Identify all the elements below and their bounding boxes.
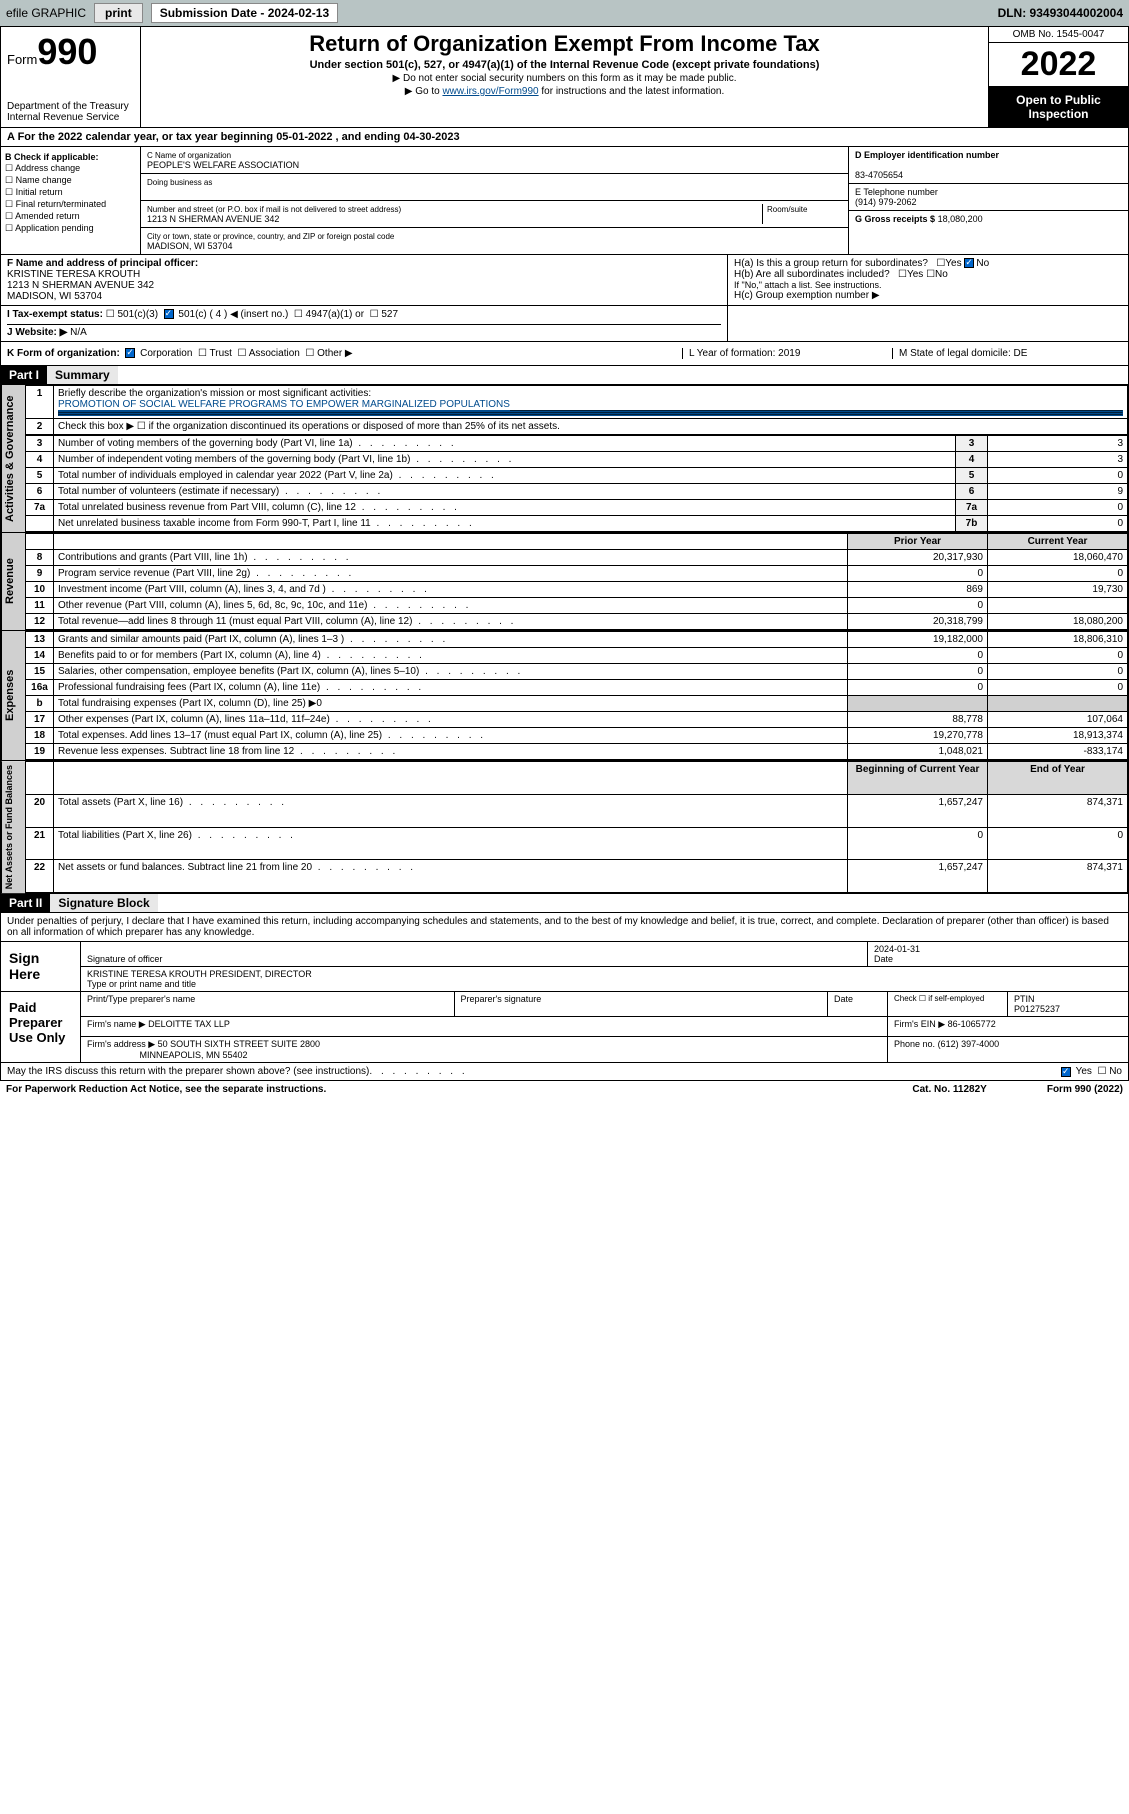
declaration: Under penalties of perjury, I declare th… xyxy=(1,913,1128,941)
501c4-checkbox[interactable] xyxy=(164,309,174,319)
gross-receipts: 18,080,200 xyxy=(938,214,983,224)
h-a: H(a) Is this a group return for subordin… xyxy=(734,258,1122,269)
chk-amended[interactable]: ☐ Amended return xyxy=(5,211,136,222)
section-bcd: B Check if applicable: ☐ Address change … xyxy=(0,147,1129,255)
discuss-yes-checkbox[interactable] xyxy=(1061,1067,1071,1077)
side-governance: Activities & Governance xyxy=(1,385,25,532)
chk-final[interactable]: ☐ Final return/terminated xyxy=(5,199,136,210)
irs-link[interactable]: www.irs.gov/Form990 xyxy=(442,86,538,97)
officer-sig: KRISTINE TERESA KROUTH PRESIDENT, DIRECT… xyxy=(87,969,312,979)
ein: 83-4705654 xyxy=(855,170,903,180)
form-header: Form990 Department of the Treasury Inter… xyxy=(0,26,1129,128)
open-inspection: Open to Public Inspection xyxy=(989,87,1128,127)
row-fh: F Name and address of principal officer:… xyxy=(0,255,1129,306)
paid-preparer-label: Paid Preparer Use Only xyxy=(1,992,81,1062)
row-ij: I Tax-exempt status: ☐ 501(c)(3) 501(c) … xyxy=(0,306,1129,342)
side-expenses: Expenses xyxy=(1,631,25,760)
chk-address[interactable]: ☐ Address change xyxy=(5,163,136,174)
form-title: Return of Organization Exempt From Incom… xyxy=(149,31,980,57)
ha-no-checkbox[interactable] xyxy=(964,258,974,268)
state-domicile: M State of legal domicile: DE xyxy=(892,348,1122,359)
side-netassets: Net Assets or Fund Balances xyxy=(1,761,25,893)
col-c: C Name of organizationPEOPLE'S WELFARE A… xyxy=(141,147,848,254)
year-formation: L Year of formation: 2019 xyxy=(682,348,892,359)
submission-date: Submission Date - 2024-02-13 xyxy=(151,3,338,23)
form-note2: ▶ Go to www.irs.gov/Form990 for instruct… xyxy=(149,86,980,97)
form-subtitle: Under section 501(c), 527, or 4947(a)(1)… xyxy=(149,59,980,71)
phone: (914) 979-2062 xyxy=(855,197,917,207)
footer: For Paperwork Reduction Act Notice, see … xyxy=(0,1081,1129,1098)
topbar: efile GRAPHIC print Submission Date - 20… xyxy=(0,0,1129,26)
signature-block: Under penalties of perjury, I declare th… xyxy=(0,913,1129,1063)
h-c: H(c) Group exemption number ▶ xyxy=(734,290,1122,301)
corp-checkbox[interactable] xyxy=(125,348,135,358)
col-b: B Check if applicable: ☐ Address change … xyxy=(1,147,141,254)
dln: DLN: 93493044002004 xyxy=(998,6,1123,20)
org-name: PEOPLE'S WELFARE ASSOCIATION xyxy=(147,160,299,170)
firm-ein: 86-1065772 xyxy=(948,1019,996,1029)
sig-date: 2024-01-31 xyxy=(874,944,920,954)
part2-title: Signature Block xyxy=(50,894,157,912)
ptin: P01275237 xyxy=(1014,1004,1060,1014)
org-address: 1213 N SHERMAN AVENUE 342 xyxy=(147,214,279,224)
irs-label: Internal Revenue Service xyxy=(7,112,134,123)
officer-name: KRISTINE TERESA KROUTH xyxy=(7,269,140,280)
col-d: D Employer identification number83-47056… xyxy=(848,147,1128,254)
part2-header: Part II xyxy=(1,894,50,912)
discuss-row: May the IRS discuss this return with the… xyxy=(0,1063,1129,1081)
form-number: Form990 xyxy=(7,31,134,73)
firm-phone: (612) 397-4000 xyxy=(938,1039,1000,1049)
part1-header: Part I xyxy=(1,366,47,384)
sign-here-label: Sign Here xyxy=(1,942,81,991)
chk-initial[interactable]: ☐ Initial return xyxy=(5,187,136,198)
firm-name: DELOITTE TAX LLP xyxy=(148,1019,230,1029)
org-city: MADISON, WI 53704 xyxy=(147,241,233,251)
mission: PROMOTION OF SOCIAL WELFARE PROGRAMS TO … xyxy=(58,399,510,411)
dept-label: Department of the Treasury xyxy=(7,101,134,112)
governance-table: 1Briefly describe the organization's mis… xyxy=(25,385,1128,435)
line-a: A For the 2022 calendar year, or tax yea… xyxy=(0,128,1129,147)
efile-label: efile GRAPHIC xyxy=(6,6,86,20)
website: N/A xyxy=(70,327,87,338)
omb-number: OMB No. 1545-0047 xyxy=(989,27,1128,43)
side-revenue: Revenue xyxy=(1,533,25,630)
row-k: K Form of organization: Corporation ☐ Tr… xyxy=(0,342,1129,366)
part1-title: Summary xyxy=(47,366,118,384)
firm-addr: 50 SOUTH SIXTH STREET SUITE 2800 xyxy=(158,1039,320,1049)
chk-name[interactable]: ☐ Name change xyxy=(5,175,136,186)
h-b: H(b) Are all subordinates included? ☐Yes… xyxy=(734,269,1122,280)
tax-year: 2022 xyxy=(989,43,1128,87)
print-button[interactable]: print xyxy=(94,3,143,23)
chk-pending[interactable]: ☐ Application pending xyxy=(5,223,136,234)
form-note1: ▶ Do not enter social security numbers o… xyxy=(149,73,980,84)
